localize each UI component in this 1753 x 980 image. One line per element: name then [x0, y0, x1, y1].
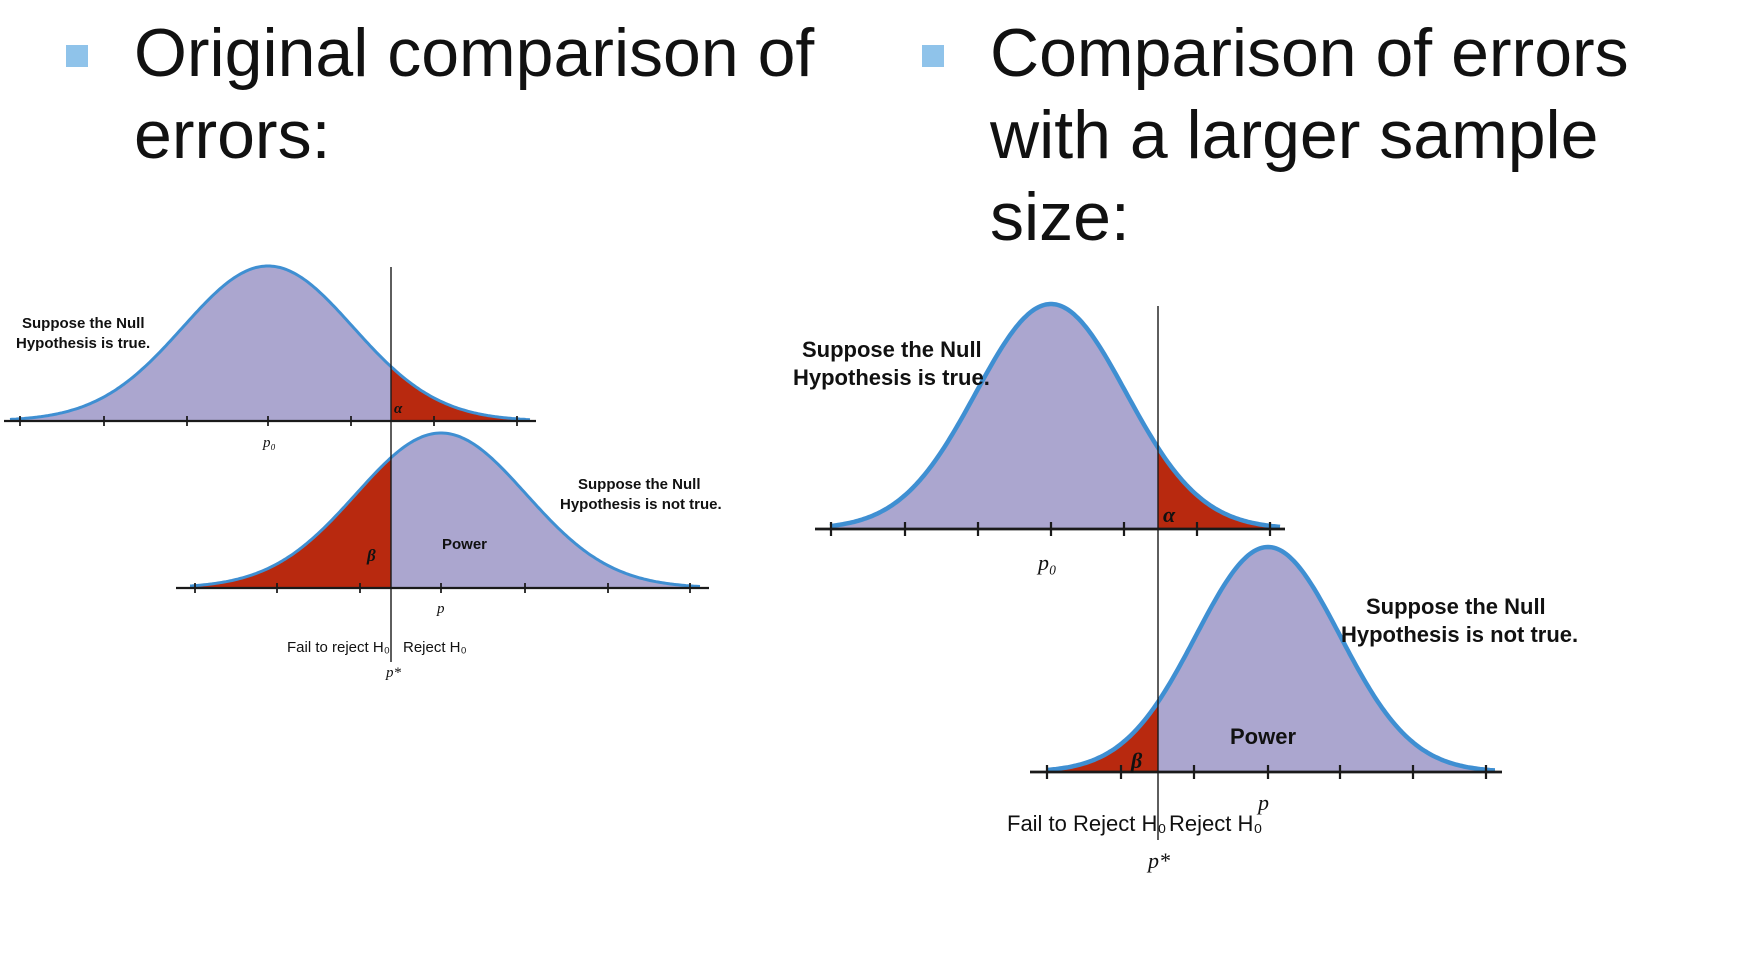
left-p-star-label: p* — [385, 665, 402, 681]
right-alpha-label: α — [1163, 502, 1176, 527]
right-bullet-point: Comparison of errors with a larger sampl… — [922, 12, 1722, 258]
bullet-square-icon — [66, 45, 88, 67]
right-fail-to-reject-label: Fail to Reject H₀ — [1007, 811, 1167, 836]
left-null-false-label-line1: Suppose the Null — [578, 476, 701, 493]
right-beta-region — [1048, 702, 1158, 772]
right-power-label: Power — [1230, 724, 1296, 749]
right-p0-label: p₀ — [1036, 550, 1057, 575]
right-alt-curve — [1047, 544, 1495, 773]
left-alt-axis-ticks — [194, 583, 691, 593]
right-p-star-label: p* — [1146, 848, 1170, 873]
right-null-curve — [829, 301, 1281, 530]
left-p0-label: p₀ — [262, 435, 276, 451]
left-beta-label: β — [366, 546, 376, 565]
left-power-label: Power — [442, 536, 487, 553]
right-null-false-label-line2: Hypothesis is not true. — [1341, 622, 1578, 647]
left-reject-label: Reject H₀ — [403, 639, 467, 656]
right-bullet-text: Comparison of errors with a larger sampl… — [990, 15, 1629, 255]
right-null-true-label-line2: Hypothesis is true. — [793, 365, 990, 390]
right-diagram: Suppose the Null Hypothesis is true. Sup… — [793, 301, 1578, 873]
left-p-label: p — [436, 601, 445, 617]
left-null-true-label-line1: Suppose the Null — [22, 315, 145, 332]
left-null-false-label-line2: Hypothesis is not true. — [560, 496, 722, 513]
right-alt-axis-ticks — [1045, 765, 1488, 779]
right-beta-label: β — [1130, 748, 1143, 773]
right-null-axis-ticks — [829, 522, 1272, 536]
left-null-true-label-line2: Hypothesis is true. — [16, 335, 150, 352]
left-bullet-text: Original comparison of errors: — [134, 15, 815, 173]
left-alpha-label: α — [394, 401, 403, 417]
right-p-label: p — [1256, 790, 1269, 815]
left-fail-to-reject-label: Fail to reject H₀ — [287, 639, 390, 656]
right-alt-curve-fill — [1048, 547, 1495, 772]
left-beta-region — [190, 457, 391, 588]
left-bullet-point: Original comparison of errors: — [66, 12, 866, 176]
left-alt-curve — [189, 431, 701, 588]
right-null-false-label-line1: Suppose the Null — [1366, 594, 1546, 619]
left-diagram: Suppose the Null Hypothesis is true. Sup… — [4, 264, 722, 681]
right-alpha-region — [1158, 447, 1280, 529]
left-null-curve — [9, 264, 531, 422]
left-null-axis-ticks — [19, 416, 518, 426]
right-null-true-label-line1: Suppose the Null — [802, 337, 982, 362]
right-reject-label: Reject H₀ — [1169, 811, 1263, 836]
left-alpha-region — [391, 366, 530, 421]
bullet-square-icon — [922, 45, 944, 67]
